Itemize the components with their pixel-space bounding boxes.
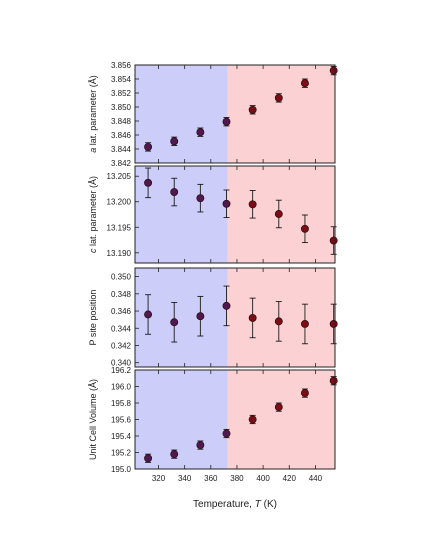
panel-frame [134, 267, 336, 368]
panel-frame [134, 64, 336, 164]
y-tick-label: 195.2 [111, 449, 132, 458]
data-point [300, 320, 309, 328]
data-point [222, 429, 231, 438]
data-point [300, 224, 309, 233]
data-point [144, 454, 153, 463]
y-axis-label: Unit Cell Volume (Å) [88, 379, 98, 460]
x-axis-label-pre: Temperature, [193, 499, 255, 510]
region-high-temperature [227, 268, 335, 367]
y-axis-label: c lat. parameter (Å) [88, 176, 98, 253]
data-point [248, 415, 257, 424]
data-point [170, 450, 179, 459]
y-tick-label: 0.340 [111, 359, 132, 368]
data-point [329, 236, 338, 245]
y-tick-label: 0.350 [111, 273, 132, 282]
y-tick-label: 196.2 [111, 366, 132, 375]
y-tick-label: 0.348 [111, 290, 132, 299]
y-tick-label: 195.0 [111, 465, 132, 474]
y-tick-label: 13.200 [107, 198, 132, 207]
data-point [274, 210, 283, 218]
y-tick-label: 13.195 [107, 223, 132, 232]
y-tick-label: 3.856 [111, 61, 132, 70]
y-tick-label: 3.848 [111, 117, 132, 126]
data-point [248, 313, 257, 322]
y-tick-label: 195.4 [111, 432, 132, 441]
panel-frame [134, 369, 336, 470]
x-tick-label: 440 [309, 474, 323, 483]
y-axis-label-part: c [88, 248, 98, 253]
region-high-temperature [227, 370, 335, 469]
y-tick-label: 0.342 [111, 341, 132, 350]
y-tick-label: 3.844 [111, 145, 132, 154]
y-tick-label: 3.854 [111, 75, 132, 84]
data-point [248, 200, 257, 209]
data-point [196, 441, 205, 450]
x-axis-label-symbol: T [255, 499, 262, 510]
x-tick-label: 320 [152, 474, 166, 483]
data-point [274, 403, 283, 412]
panel-p-site: 0.340 0.342 0.344 0.346 0.348 0.350 P site pos… [88, 267, 338, 368]
y-axis-label-part: P site position [88, 290, 98, 346]
x-axis-label-post: (K) [261, 499, 277, 510]
panel-unit-cell-volume: 195.0 195.2 195.4 195.6 195.8 196.0 196.2 Unit … [88, 366, 338, 474]
data-point [222, 117, 231, 126]
data-point [170, 188, 179, 196]
data-point [196, 128, 205, 137]
y-tick-label: 196.0 [111, 383, 132, 392]
y-axis-label-part: Unit Cell Volume (Å) [88, 379, 98, 460]
y-tick-label: 3.852 [111, 89, 132, 98]
data-point [329, 66, 338, 75]
data-point [170, 318, 179, 327]
data-point [196, 312, 205, 321]
y-axis-label: P site position [88, 290, 98, 346]
data-point [144, 310, 153, 319]
data-point [144, 178, 153, 187]
data-point [248, 105, 257, 114]
x-tick-labels: 320 340 360 380 400 420 440 [152, 474, 323, 483]
data-point [300, 389, 309, 398]
y-tick-label: 0.346 [111, 307, 132, 316]
data-point [300, 79, 309, 88]
data-point [196, 194, 205, 203]
y-tick-label: 3.842 [111, 159, 132, 168]
region-low-temperature [135, 370, 228, 469]
data-point [144, 142, 153, 151]
y-axis-label-part: a [88, 148, 98, 153]
data-point [170, 137, 179, 146]
y-tick-label: 3.846 [111, 131, 132, 140]
x-tick-label: 400 [256, 474, 270, 483]
data-point [329, 320, 338, 328]
data-point [329, 376, 338, 385]
panel-frame [134, 165, 336, 264]
panels: 3.842 3.844 3.846 3.848 3.850 3.852 3.854 3.856… [88, 61, 338, 483]
data-point [274, 317, 283, 326]
data-point [274, 93, 283, 102]
y-axis-label-part: lat. parameter (Å) [88, 176, 98, 249]
region-high-temperature [227, 65, 335, 163]
y-tick-label: 195.8 [111, 399, 132, 408]
data-point [222, 301, 231, 310]
y-tick-label: 13.190 [107, 249, 132, 258]
y-tick-label: 195.6 [111, 416, 132, 425]
y-tick-label: 0.344 [111, 324, 132, 333]
y-tick-label: 3.850 [111, 103, 132, 112]
y-axis-label-part: lat. parameter (Å) [88, 75, 98, 148]
y-axis-label: a lat. parameter (Å) [88, 75, 98, 153]
x-axis-label: Temperature, T (K) [193, 499, 277, 510]
y-tick-label: 13.205 [107, 172, 132, 181]
x-tick-label: 380 [230, 474, 244, 483]
panel-a-lattice: 3.842 3.844 3.846 3.848 3.850 3.852 3.854 3.856… [88, 61, 338, 168]
data-point [222, 199, 231, 208]
panel-c-lattice: 13.190 13.195 13.200 13.205 c lat. parameter… [88, 165, 338, 264]
x-tick-label: 340 [178, 474, 192, 483]
x-tick-label: 360 [204, 474, 218, 483]
x-tick-label: 420 [283, 474, 297, 483]
